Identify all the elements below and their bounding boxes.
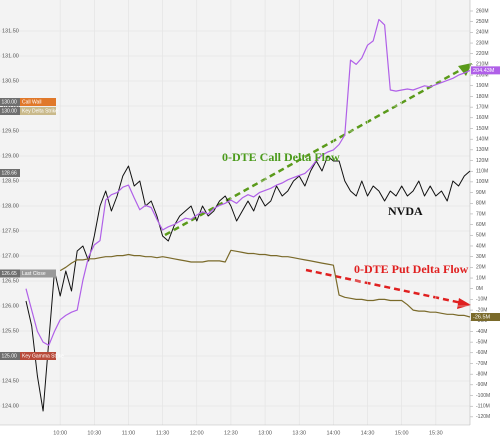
y2-tick-label: -40M [476, 329, 487, 335]
y2-tick-label: 250M [476, 19, 489, 25]
y2-tick-label: 150M [476, 126, 489, 132]
y2-tick-label: -120M [476, 414, 490, 420]
y2-tick-label: 210M [476, 62, 489, 68]
level-value: 130.00 [2, 99, 18, 105]
y2-tick-label: -70M [476, 361, 487, 367]
y2-tick-label: 120M [476, 158, 489, 164]
series-line [25, 18, 471, 346]
y2-tick-label: 50M [476, 233, 486, 239]
y2-tick-label: 180M [476, 94, 489, 100]
y2-tick-label: 40M [476, 243, 486, 249]
level-name: Last Close [22, 271, 46, 277]
y-tick-label: 127.00 [2, 253, 19, 259]
y2-tick-label: 200M [476, 72, 489, 78]
y-tick-label: 124.50 [2, 378, 19, 384]
level-value: 130.00 [2, 108, 18, 114]
level-name: Key Gamma Strike [22, 353, 64, 359]
call-annotation: 0-DTE Call Delta Flow [222, 150, 340, 164]
y2-tick-label: 0M [476, 286, 483, 292]
y2-tick-label: -50M [476, 339, 487, 345]
x-tick-label: 12:00 [190, 430, 204, 436]
y-tick-label: 128.00 [2, 203, 19, 209]
x-tick-label: 14:00 [327, 430, 341, 436]
y2-tick-label: 70M [476, 211, 486, 217]
y-tick-label: 126.00 [2, 303, 19, 309]
put-annotation: 0-DTE Put Delta Flow [354, 262, 469, 276]
y-tick-label: 130.50 [2, 78, 19, 84]
y-tick-label: 125.50 [2, 328, 19, 334]
y-tick-label: 131.50 [2, 28, 19, 34]
level-name-box [20, 269, 56, 278]
level-name-box [20, 98, 56, 106]
x-tick-label: 15:00 [395, 430, 409, 436]
call-arrow-head [458, 63, 472, 76]
y2-tick-label: 30M [476, 254, 486, 260]
level-value-box [0, 352, 20, 360]
call-arrow [164, 66, 465, 237]
y-tick-label: 129.50 [2, 128, 19, 134]
y-tick-label: 128.50 [2, 178, 19, 184]
y2-tick-label: -100M [476, 393, 490, 399]
y2-tick-label: 220M [476, 51, 489, 57]
value-label: 204.43M [473, 68, 495, 74]
level-value-box [0, 98, 20, 106]
x-tick-label: 15:30 [429, 430, 443, 436]
series-line [59, 249, 471, 318]
series-line [25, 155, 471, 412]
y2-tick-label: 80M [476, 201, 486, 207]
value-label-box [471, 313, 500, 322]
value-label-box [471, 66, 500, 75]
y2-tick-label: 230M [476, 40, 489, 46]
y2-tick-label: 240M [476, 30, 489, 36]
level-value: 125.00 [2, 353, 18, 359]
y2-tick-label: 140M [476, 137, 489, 143]
y2-tick-label: -110M [476, 404, 490, 410]
y2-tick-label: -20M [476, 307, 487, 313]
y2-tick-label: 20M [476, 265, 486, 271]
y2-tick-label: -30M [476, 318, 487, 324]
level-value-box [0, 269, 20, 278]
y-tick-label: 131.00 [2, 53, 19, 59]
level-name-box [20, 352, 56, 360]
y2-tick-label: 130M [476, 147, 489, 153]
x-tick-label: 13:00 [258, 430, 272, 436]
y2-tick-label: 100M [476, 179, 489, 185]
y-tick-label: 124.00 [2, 403, 19, 409]
y2-tick-label: 60M [476, 222, 486, 228]
y-tick-label: 126.50 [2, 278, 19, 284]
y2-tick-label: 90M [476, 190, 486, 196]
y2-tick-label: 160M [476, 115, 489, 121]
level-value-box [0, 169, 20, 177]
y-tick-label: 129.00 [2, 153, 19, 159]
y2-tick-label: 170M [476, 104, 489, 110]
y2-tick-label: -90M [476, 382, 487, 388]
x-tick-label: 11:00 [122, 430, 135, 436]
y-tick-label: 130.00 [2, 103, 19, 109]
y2-tick-label: -80M [476, 371, 487, 377]
x-tick-label: 13:30 [292, 430, 306, 436]
level-value-box [0, 107, 20, 115]
level-value: 128.66 [2, 170, 18, 176]
value-label: -26.5M [473, 314, 491, 320]
y2-tick-label: -60M [476, 350, 487, 356]
plot-area [0, 0, 470, 425]
x-tick-label: 10:00 [53, 430, 67, 436]
level-name: Key Delta Strike [22, 108, 58, 114]
x-tick-label: 10:30 [87, 430, 101, 436]
x-tick-label: 12:30 [224, 430, 238, 436]
x-tick-label: 14:30 [361, 430, 375, 436]
nvda-annotation: NVDA [388, 204, 423, 218]
level-value: 126.65 [2, 271, 18, 277]
level-name: Call Wall [22, 99, 42, 105]
y-tick-label: 127.50 [2, 228, 19, 234]
x-tick-label: 11:30 [156, 430, 169, 436]
y2-tick-label: 190M [476, 83, 489, 89]
y2-tick-label: 110M [476, 169, 488, 175]
level-name-box [20, 107, 56, 115]
y2-tick-label: 260M [476, 8, 489, 14]
y2-tick-label: -10M [476, 297, 487, 303]
y2-tick-label: 10M [476, 275, 486, 281]
